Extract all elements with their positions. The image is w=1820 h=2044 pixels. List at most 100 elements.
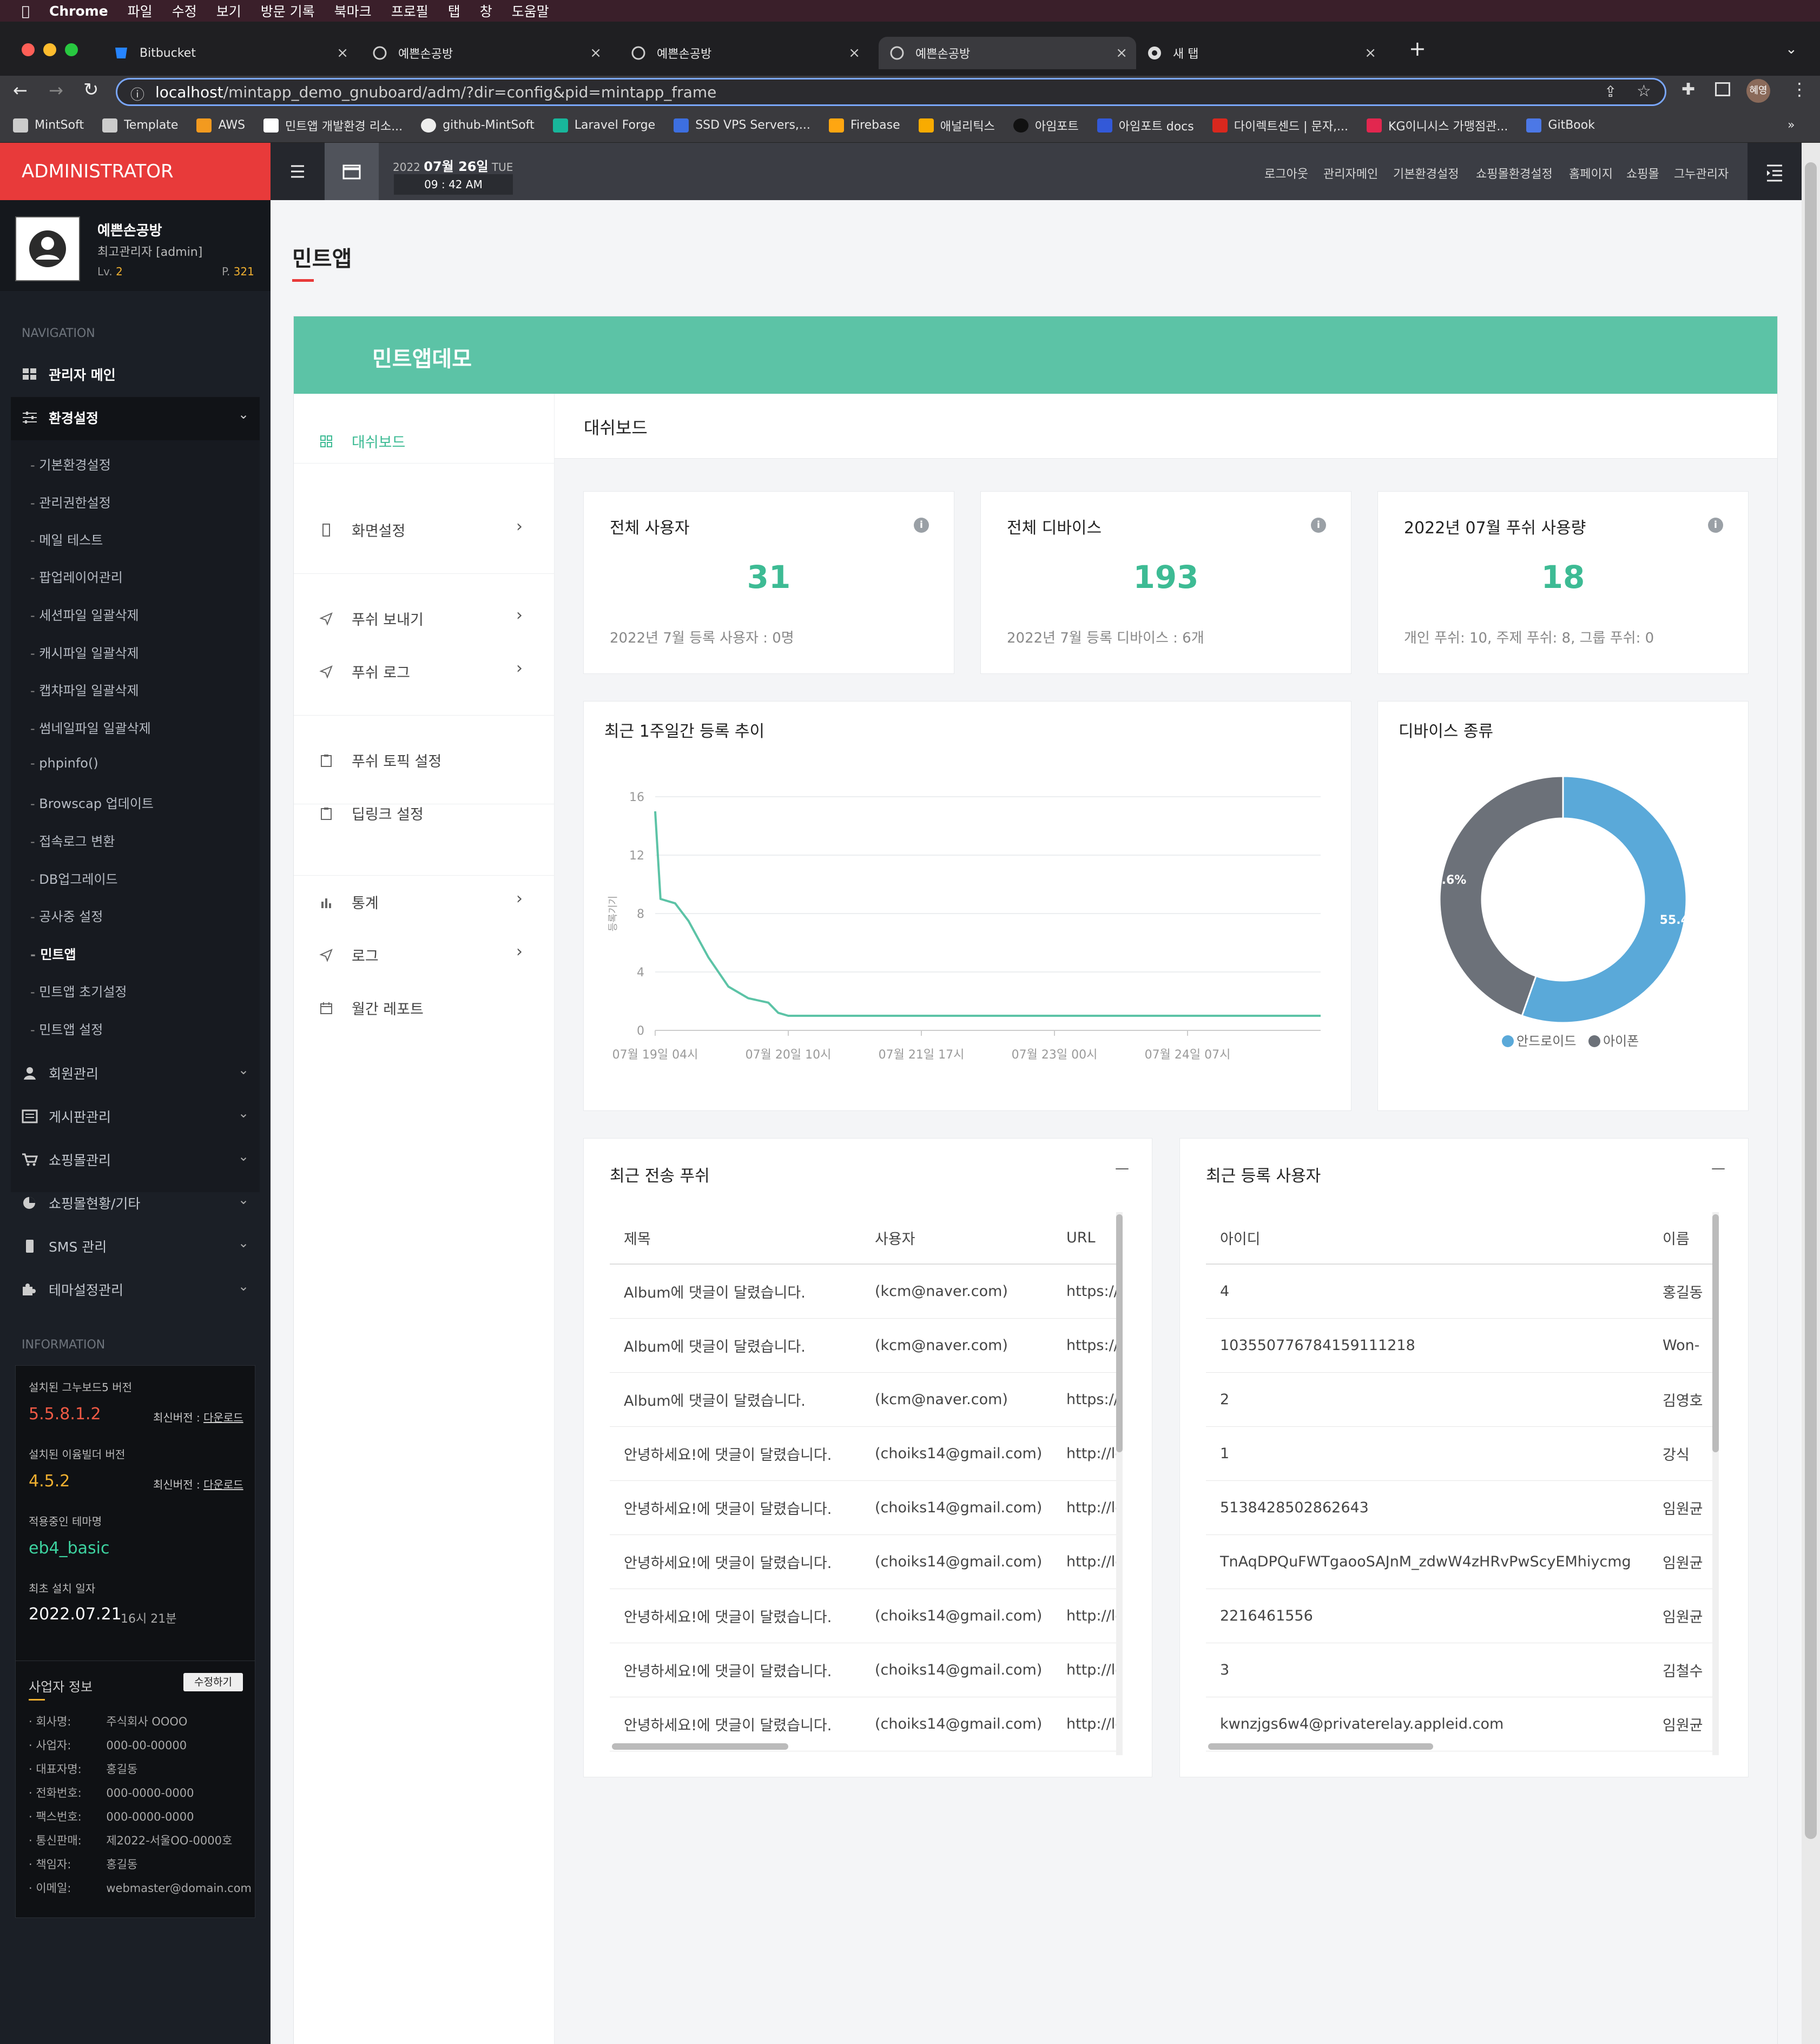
table-row[interactable]: 안녕하세요!에 댓글이 달렸습니다. (choiks14@gmail.com) ht… [610,1589,1122,1643]
chevron-down-icon[interactable]: ⌄ [238,1106,249,1121]
table-row[interactable]: Album에 댓글이 달렸습니다. (kcm@naver.com) https://… [610,1318,1122,1372]
chevron-right-icon[interactable]: › [516,659,523,678]
chevron-down-icon[interactable]: ⌄ [238,1149,249,1164]
kebab-menu-icon[interactable]: ⋮ [1791,79,1808,100]
submenu-item[interactable]: 민트앱 설정 [30,1019,103,1038]
chevron-down-icon[interactable]: ⌄ [238,1279,249,1294]
browser-tab[interactable]: 예쁜손공방 × [372,37,610,69]
horizontal-scrollbar-thumb[interactable] [1208,1743,1433,1750]
bookmark-item[interactable]: SSD VPS Servers,... [674,118,810,133]
menu-item[interactable]: 북마크 [326,4,372,19]
chevron-right-icon[interactable]: › [516,517,523,536]
bookmarks-overflow-button[interactable]: » [1788,118,1795,132]
tab-close-icon[interactable]: × [590,45,602,61]
forward-arrow-icon[interactable]: → [49,80,63,101]
tab-search-chevron-icon[interactable]: ⌄ [1785,41,1797,57]
menu-item-push-log[interactable]: 푸쉬 로그 [319,661,410,682]
vertical-scrollbar[interactable] [1116,1212,1123,1755]
hamburger-button[interactable] [271,143,325,200]
submenu-item[interactable]: 공사중 설정 [30,906,103,925]
submenu-item[interactable]: 관리권한설정 [30,492,110,511]
window-toggle-button[interactable] [325,143,379,200]
menu-item-screen[interactable]: 화면설정 [319,519,405,540]
submenu-item[interactable]: 기본환경설정 [30,454,110,473]
chevron-down-icon[interactable]: ⌄ [238,407,249,422]
menu-item[interactable]: 탭 [439,4,460,19]
topbar-link[interactable]: 기본환경설정 [1393,168,1459,181]
back-arrow-icon[interactable]: ← [13,80,28,101]
window-zoom-button[interactable] [65,43,78,56]
topbar-link[interactable]: 관리자메인 [1323,168,1379,181]
table-row[interactable]: 안녕하세요!에 댓글이 달렸습니다. (choiks14@gmail.com) ht… [610,1480,1122,1534]
sidebar-item-admin-main[interactable]: 관리자 메인 [22,365,116,384]
sidebar-item-members[interactable]: 회원관리 [22,1063,98,1083]
share-icon[interactable]: ⇪ [1604,83,1617,101]
topbar-link[interactable]: 그누관리자 [1674,168,1729,181]
menu-item-stats[interactable]: 통계 [319,891,379,912]
page-scrollbar-thumb[interactable] [1805,162,1817,1839]
topbar-link[interactable]: 쇼핑몰환경설정 [1476,168,1553,181]
right-panel-button[interactable] [1748,143,1802,200]
menu-item-monthly-report[interactable]: 월간 레포트 [319,997,424,1018]
bookmark-item[interactable]: AWS [196,118,245,133]
side-panel-icon[interactable] [1715,82,1730,96]
avatar[interactable] [15,216,80,281]
menu-item-dashboard[interactable]: 대쉬보드 [319,431,405,452]
table-row[interactable]: 2 김영호 [1206,1372,1718,1426]
table-row[interactable]: 2216461556 임원균 [1206,1589,1718,1643]
table-row[interactable]: kwnzjgs6w4@privaterelay.appleid.com 임원균 [1206,1697,1718,1751]
bookmark-item[interactable]: 애널리틱스 [918,117,995,134]
menu-item[interactable]: 방문 기록 [252,4,315,19]
tab-close-icon[interactable]: × [1116,45,1127,61]
menu-item[interactable]: 창 [471,4,492,19]
bookmark-item[interactable]: Firebase [828,118,900,133]
menu-app-name[interactable]: Chrome [41,3,108,19]
tab-close-icon[interactable]: × [848,45,860,61]
info-icon[interactable]: i [914,518,929,533]
menu-item[interactable]: 도움말 [503,4,549,19]
scrollbar-thumb[interactable] [1712,1214,1719,1452]
submenu-item[interactable]: 캐시파일 일괄삭제 [30,643,139,662]
menu-item-push-send[interactable]: 푸쉬 보내기 [319,608,424,629]
reload-icon[interactable]: ↻ [83,79,99,101]
sidebar-item-boards[interactable]: 게시판관리 [22,1107,111,1126]
sidebar-item-shop-stats[interactable]: 쇼핑몰현황/기타 [22,1193,140,1213]
column-header[interactable]: 제목 [624,1231,651,1248]
profile-avatar[interactable]: 혜영 [1746,79,1770,103]
download-link[interactable]: 다운로드 [203,1478,243,1491]
browser-tab[interactable]: 예쁜손공방 × [631,37,869,69]
info-icon[interactable]: i [1311,518,1326,533]
browser-tab[interactable]: 새 탭 × [1147,37,1385,69]
new-tab-button[interactable]: + [1409,37,1426,61]
bookmark-item[interactable]: MintSoft [13,118,84,133]
apple-icon[interactable]:  [22,3,30,19]
menu-item-log[interactable]: 로그 [319,944,379,965]
window-minimize-button[interactable] [43,43,56,56]
bookmark-item[interactable]: KG이니시스 가맹점관... [1367,117,1508,134]
vertical-scrollbar[interactable] [1712,1212,1719,1755]
menu-item[interactable]: 수정 [163,4,197,19]
bookmark-item[interactable]: Template [102,118,178,133]
table-row[interactable]: 4 홍길동 [1206,1264,1718,1318]
submenu-item[interactable]: 캡챠파일 일괄삭제 [30,680,139,699]
window-close-button[interactable] [22,43,35,56]
column-header[interactable]: 이름 [1663,1231,1690,1248]
table-row[interactable]: 103550776784159111218 Won- [1206,1318,1718,1372]
bookmark-item[interactable]: 아임포트 [1013,117,1079,134]
admin-title[interactable]: ADMINISTRATOR [0,143,271,200]
table-row[interactable]: 안녕하세요!에 댓글이 달렸습니다. (choiks14@gmail.com) ht… [610,1426,1122,1480]
download-link[interactable]: 다운로드 [203,1411,243,1424]
table-row[interactable]: Album에 댓글이 달렸습니다. (kcm@naver.com) https://… [610,1372,1122,1426]
bookmark-item[interactable]: github-MintSoft [421,118,535,133]
horizontal-scrollbar-thumb[interactable] [612,1743,788,1750]
browser-tab-active[interactable]: 예쁜손공방 × [879,37,1136,69]
bookmark-star-icon[interactable]: ☆ [1637,82,1651,101]
chevron-right-icon[interactable]: › [516,889,523,908]
table-row[interactable]: 안녕하세요!에 댓글이 달렸습니다. (choiks14@gmail.com) ht… [610,1697,1122,1751]
extensions-puzzle-icon[interactable]: ✚ [1681,80,1696,99]
submenu-item[interactable]: 세션파일 일괄삭제 [30,605,139,624]
table-row[interactable]: 안녕하세요!에 댓글이 달렸습니다. (choiks14@gmail.com) ht… [610,1534,1122,1589]
table-row[interactable]: 1 강식 [1206,1426,1718,1480]
menu-item-deeplink[interactable]: 딥링크 설정 [319,803,424,824]
column-header[interactable]: URL [1066,1229,1096,1246]
